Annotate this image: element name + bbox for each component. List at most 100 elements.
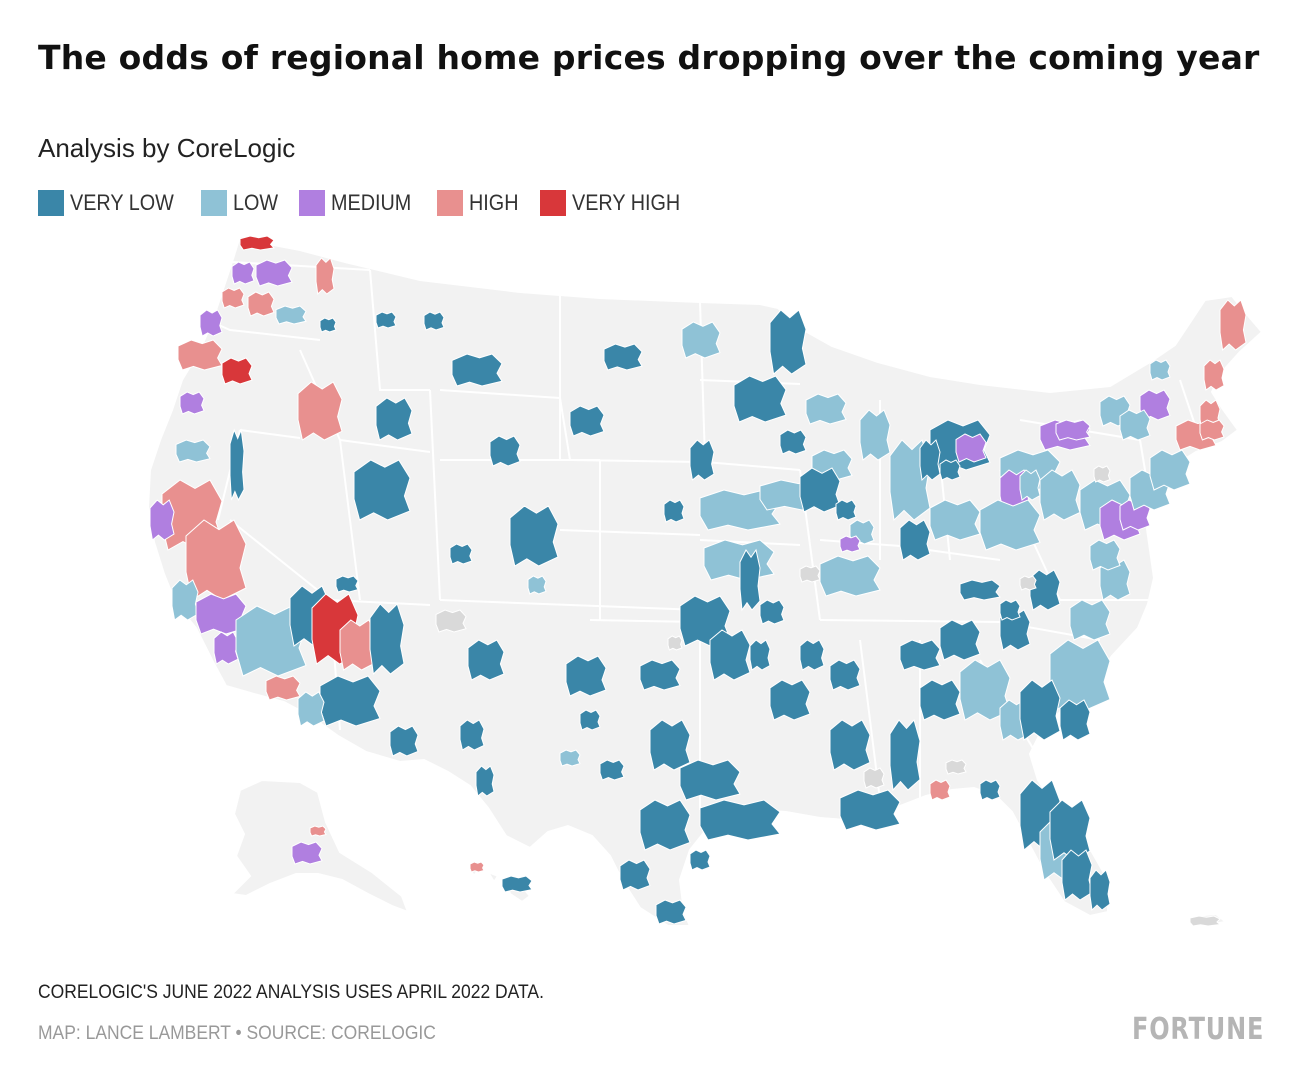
- metro-area-low: [703, 539, 775, 581]
- metro-area-high: [221, 287, 245, 309]
- metro-area-medium: [291, 841, 323, 865]
- state-border-line: [559, 397, 571, 461]
- fortune-logo: FORTUNE: [1131, 1012, 1264, 1047]
- metro-area-low: [805, 393, 847, 425]
- legend-swatch-low: [201, 190, 228, 216]
- metro-area-high: [265, 675, 301, 701]
- metro-area-very-low: [759, 599, 785, 625]
- legend-label-low: LOW: [233, 190, 279, 215]
- metro-area-low: [979, 499, 1041, 551]
- metro-area-low: [559, 749, 581, 767]
- metro-area-low: [171, 579, 199, 621]
- legend-label-high: HIGH: [468, 190, 519, 215]
- state-border-line: [339, 439, 361, 601]
- map-svg: [146, 234, 1264, 928]
- metro-area-very-low: [353, 459, 411, 521]
- metro-area-low: [1089, 539, 1121, 571]
- metro-area-low: [297, 691, 325, 727]
- legend-item-low: LOW: [201, 190, 283, 216]
- metro-area-medium: [231, 261, 255, 285]
- metro-area-very-low: [459, 719, 485, 751]
- metro-area-very-low: [565, 655, 607, 697]
- legend-label-very-low: VERY LOW: [70, 190, 174, 215]
- state-border-line: [439, 389, 561, 399]
- metro-area-no-data: [667, 635, 683, 651]
- metro-area-very-low: [699, 799, 781, 841]
- metro-area-very-low: [959, 579, 1001, 601]
- metro-area-very-low: [229, 428, 245, 502]
- metro-area-low: [1019, 469, 1041, 501]
- metro-area-very-low: [389, 725, 419, 757]
- metro-area-very-low: [799, 467, 841, 513]
- metro-area-very-low: [999, 599, 1021, 621]
- state-border-line: [339, 439, 431, 453]
- metro-area-low: [275, 305, 307, 325]
- metro-area-very-low: [979, 779, 1001, 801]
- state-border-line: [559, 529, 701, 536]
- metro-area-very-low: [501, 875, 533, 893]
- metro-area-very-low: [1089, 869, 1111, 912]
- metro-area-very-low: [509, 505, 559, 567]
- metro-area-medium: [955, 433, 987, 463]
- metro-area-very-low: [1019, 679, 1061, 741]
- metro-area-very-low: [639, 659, 681, 691]
- metro-area-low: [819, 555, 881, 597]
- metro-area-very-low: [779, 429, 807, 455]
- state-border-line: [569, 459, 701, 463]
- metro-area-medium: [255, 259, 293, 287]
- metro-area-low: [527, 575, 547, 595]
- metro-area-very-low: [375, 311, 397, 329]
- legend-item-very-high: VERY HIGH: [539, 190, 692, 216]
- metro-area-very-low: [369, 603, 405, 676]
- legend-swatch-very-low: [38, 190, 64, 216]
- metro-area-very-low: [1059, 699, 1091, 741]
- metro-area-very-low: [689, 849, 711, 871]
- metro-area-low: [1149, 449, 1191, 491]
- metro-area-high: [1199, 419, 1225, 441]
- metro-area-very-low: [835, 499, 857, 521]
- metro-area-high: [247, 291, 275, 317]
- metro-area-high: [469, 861, 485, 873]
- metro-area-very-low: [603, 343, 643, 371]
- metro-area-medium: [179, 391, 205, 415]
- metro-area-low: [1069, 599, 1111, 641]
- us-metro-map: [0, 225, 1304, 945]
- legend-label-medium: MEDIUM: [331, 190, 412, 215]
- metro-area-very-low: [579, 709, 601, 731]
- metro-area-very-low: [599, 759, 625, 781]
- state-border-line: [429, 389, 441, 601]
- metro-area-low: [235, 605, 307, 677]
- metro-area-no-data: [1019, 575, 1037, 591]
- metro-area-very-low: [655, 899, 687, 925]
- metro-area-very-low: [475, 765, 495, 797]
- metro-area-very-low: [829, 719, 871, 771]
- metro-area-no-data: [799, 565, 821, 583]
- metro-area-very-low: [889, 718, 921, 792]
- state-border-line: [439, 599, 701, 611]
- metro-area-high: [177, 339, 223, 371]
- chart-title: The odds of regional home prices droppin…: [38, 38, 1260, 77]
- metro-area-medium: [1055, 419, 1091, 441]
- metro-area-medium: [839, 535, 861, 553]
- state-border-line: [239, 429, 301, 439]
- metro-area-no-data: [435, 609, 467, 633]
- metro-area-low: [929, 499, 981, 541]
- metro-area-high: [929, 779, 951, 801]
- metro-area-very-low: [449, 543, 473, 565]
- state-border-line: [231, 261, 371, 271]
- legend-item-very-low: VERY LOW: [38, 190, 185, 216]
- metro-area-low: [681, 321, 721, 359]
- legend-swatch-medium: [299, 190, 326, 216]
- metro-area-medium: [149, 499, 175, 541]
- metro-area-very-low: [319, 317, 337, 333]
- metro-area-medium: [213, 631, 239, 665]
- metro-area-very-low: [733, 375, 787, 423]
- metro-area-high: [1203, 359, 1225, 391]
- state-border-line: [704, 461, 801, 471]
- metro-area-very-low: [799, 639, 825, 671]
- metro-areas: [149, 235, 1247, 927]
- metro-area-very-low: [919, 439, 941, 482]
- legend: VERY LOW LOW MEDIUM HIGH VERY HIGH: [38, 190, 708, 216]
- state-border-line: [819, 539, 901, 547]
- state-border-line: [369, 269, 430, 391]
